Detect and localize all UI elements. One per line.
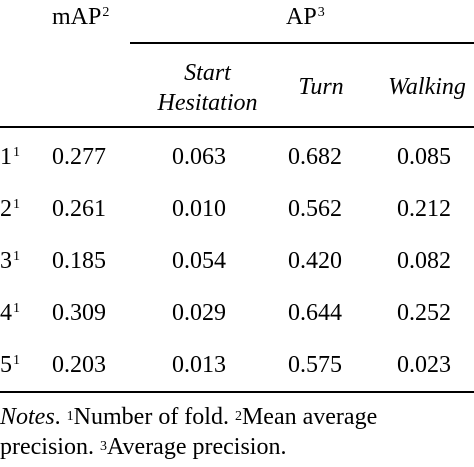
cell-walking: 0.212 — [397, 196, 451, 222]
header-bottom-rule — [0, 126, 474, 128]
ap-header-superscript: 3 — [317, 5, 325, 20]
cell-start-hesitation: 0.029 — [172, 300, 226, 326]
cell-walking: 0.252 — [397, 300, 451, 326]
map-header: mAP2 — [52, 4, 109, 31]
cell-map: 0.261 — [52, 196, 106, 222]
cell-start-hesitation: 0.010 — [172, 196, 226, 222]
ap-spanner-rule — [130, 42, 474, 44]
cell-start-hesitation: 0.013 — [172, 352, 226, 378]
row-fold-label: 21 — [0, 196, 20, 222]
cell-map: 0.309 — [52, 300, 106, 326]
cell-walking: 0.023 — [397, 352, 451, 378]
cell-start-hesitation: 0.063 — [172, 144, 226, 170]
cell-map: 0.203 — [52, 352, 106, 378]
row-fold-label: 41 — [0, 300, 20, 326]
note-ap: Average precision. — [106, 434, 287, 460]
note-map: Mean average — [241, 404, 378, 430]
subheader-start-line2: Hesitation — [157, 90, 258, 116]
row-fold-label: 51 — [0, 352, 20, 378]
cell-turn: 0.420 — [288, 248, 342, 274]
ap-header-label: AP — [286, 4, 317, 30]
subheader-start-hesitation: Start Hesitation — [145, 58, 270, 118]
ap-header: AP3 — [286, 4, 325, 31]
subheader-turn: Turn — [298, 74, 344, 100]
cell-start-hesitation: 0.054 — [172, 248, 226, 274]
cell-turn: 0.682 — [288, 144, 342, 170]
note-fold: Number of fold. — [73, 404, 229, 430]
row-fold-label: 11 — [0, 144, 20, 170]
notes-line-1: Notes. 1Number of fold. 2Mean average — [0, 404, 378, 430]
table-bottom-rule — [0, 391, 474, 393]
map-header-superscript: 2 — [102, 5, 110, 20]
cell-walking: 0.082 — [397, 248, 451, 274]
cell-turn: 0.575 — [288, 352, 342, 378]
table-notes: Notes. 1Number of fold. 2Mean average pr… — [0, 402, 377, 462]
row-fold-label: 31 — [0, 248, 20, 274]
cell-map: 0.185 — [52, 248, 106, 274]
subheader-walking: Walking — [388, 74, 466, 100]
note-map-cont: precision. — [0, 434, 94, 460]
cell-map: 0.277 — [52, 144, 106, 170]
notes-line-2: precision. 3Average precision. — [0, 434, 287, 460]
notes-label: Notes — [0, 404, 55, 430]
subheader-start-line1: Start — [184, 60, 231, 86]
cell-turn: 0.562 — [288, 196, 342, 222]
map-header-label: mAP — [52, 4, 102, 30]
cell-turn: 0.644 — [288, 300, 342, 326]
cell-walking: 0.085 — [397, 144, 451, 170]
